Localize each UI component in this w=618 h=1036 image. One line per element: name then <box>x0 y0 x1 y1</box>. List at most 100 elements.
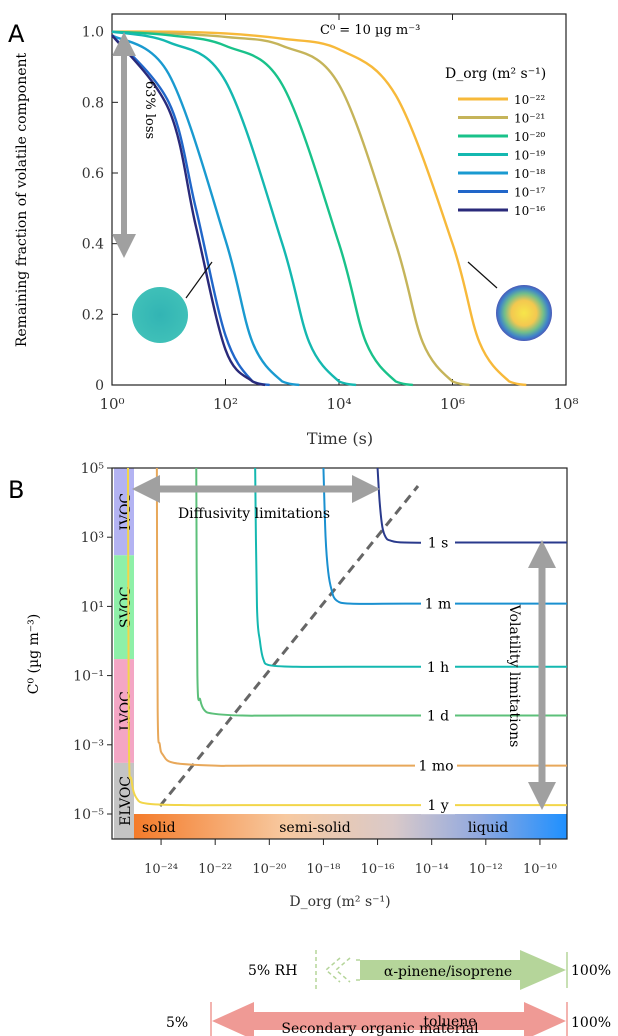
volatility-arrow: Volatility limitations <box>506 540 556 810</box>
voc-class-bars: IVOC SVOC LVOC ELVOC <box>114 468 134 839</box>
y-tick-label: 1.0 <box>82 25 104 41</box>
x-tick-label: 10⁻²⁰ <box>252 862 286 877</box>
panel-b-contours: 1 s 1 m 1 h 1 d 1 mo 1 y <box>126 467 567 815</box>
y-tick-label: 10⁵ <box>81 461 105 477</box>
y-tick-label: 0.4 <box>82 237 104 253</box>
contour-label-bg <box>415 756 457 775</box>
phase-bar: solid semi-solid liquid <box>134 814 567 839</box>
y-tick-label: 10¹ <box>81 599 104 615</box>
caption: Secondary organic material <box>281 1021 479 1036</box>
contour-line-3 <box>195 467 567 717</box>
y-tick-label: 10⁻⁵ <box>73 807 104 823</box>
panel-b-ylabel: C⁰ (µg m⁻³) <box>26 614 42 695</box>
x-tick-label: 10⁸ <box>553 395 578 413</box>
series-line-0 <box>111 30 527 387</box>
legend-label-1: 10⁻²¹ <box>514 112 545 126</box>
x-tick-label: 10⁰ <box>99 395 124 413</box>
lower-arrow-label: toluene <box>423 1014 476 1030</box>
contour-label-bg <box>421 796 455 815</box>
voc-label-lvoc: LVOC <box>118 691 134 731</box>
rh-label: 5% RH <box>248 963 297 979</box>
x-tick-label: 10⁻²² <box>198 862 232 877</box>
organic-material-arrows: 5% RH α-pinene/isoprene 100% 5% toluene … <box>166 950 611 1036</box>
contour-line-4 <box>155 467 567 767</box>
legend-label-6: 10⁻¹⁶ <box>514 204 545 218</box>
diffusivity-arrow: Diffusivity limitations <box>132 475 380 522</box>
x-tick-label: 10⁻²⁴ <box>144 862 178 877</box>
series-line-6 <box>111 34 266 387</box>
x-tick-label: 10⁻¹⁸ <box>307 862 341 877</box>
solid-particle-picture <box>467 261 552 341</box>
voc-label-svoc: SVOC <box>118 586 134 628</box>
panel-b-letter: B <box>8 476 24 504</box>
legend-label-5: 10⁻¹⁷ <box>514 186 545 200</box>
panel-b-xlabel: D_org (m² s⁻¹) <box>289 894 390 910</box>
legend-label-2: 10⁻²⁰ <box>514 130 545 144</box>
contour-label-5: 1 y <box>427 798 448 814</box>
contour-label-bg <box>421 594 455 613</box>
legend-entries: 10⁻²² 10⁻²¹ 10⁻²⁰ 10⁻¹⁹ 10⁻¹⁸ 10⁻¹⁷ 10⁻¹⁶ <box>458 93 545 218</box>
diagonal-dashed-line <box>158 485 420 807</box>
upper-arrow-label: α-pinene/isoprene <box>384 964 512 980</box>
panel-a-letter: A <box>8 20 25 48</box>
loss-arrow: 63% loss <box>112 31 157 258</box>
diffusivity-label: Diffusivity limitations <box>178 506 330 522</box>
y-tick-label: 0.6 <box>82 166 104 182</box>
x-tick-label: 10⁻¹² <box>469 862 503 877</box>
voc-label-elvoc: ELVOC <box>118 776 134 826</box>
legend-title: D_org (m² s⁻¹) <box>445 66 546 82</box>
panel-a-xlabel: Time (s) <box>307 429 373 448</box>
series-line-1 <box>111 30 470 387</box>
legend-label-4: 10⁻¹⁸ <box>514 167 545 181</box>
upper-end-label: 100% <box>571 963 611 979</box>
y-tick-label: 0.2 <box>82 307 104 323</box>
voc-label-ivoc: IVOC <box>118 493 134 531</box>
rh-dashed-arrow <box>315 950 360 990</box>
panel-a-legend: D_org (m² s⁻¹) 10⁻²² 10⁻²¹ 10⁻²⁰ 10⁻¹⁹ 10⁻¹⁸… <box>445 66 546 218</box>
panel-a: A 10⁰ 10² 10⁴ 10⁶ 10⁸ 0 0.2 0.4 0.6 0.8 1.0 C⁰ = 1… <box>8 13 579 448</box>
x-tick-label: 10⁴ <box>326 395 351 413</box>
panel-b-ticks: 10⁻²⁴ 10⁻²² 10⁻²⁰ 10⁻¹⁸ 10⁻¹⁶ 10⁻¹⁴ 10⁻¹² 10⁻¹⁰… <box>73 461 557 877</box>
panel-a-ticks: 10⁰ 10² 10⁴ 10⁶ 10⁸ 0 0.2 0.4 0.6 0.8 1.0 <box>82 14 579 413</box>
x-tick-label: 10² <box>213 395 238 413</box>
x-tick-label: 10⁻¹⁶ <box>361 862 395 877</box>
contour-label-1: 1 m <box>425 597 452 613</box>
series-line-2 <box>111 30 414 387</box>
contour-line-1 <box>322 467 567 605</box>
lower-start-label: 5% <box>166 1015 188 1031</box>
contour-line-2 <box>254 467 567 668</box>
upper-arrow-shape <box>360 950 566 990</box>
panel-b: B IVOC SVOC LVOC ELVOC solid semi-solid liq… <box>8 461 568 910</box>
contour-label-bg <box>421 533 455 552</box>
contour-label-bg <box>421 657 455 676</box>
contour-label-2: 1 h <box>427 660 449 676</box>
voc-bar-elvoc <box>114 762 134 839</box>
series-line-4 <box>111 34 300 387</box>
y-tick-label: 10⁻³ <box>73 738 104 754</box>
legend-label-3: 10⁻¹⁹ <box>514 149 545 163</box>
panel-a-annotation: C⁰ = 10 µg m⁻³ <box>320 23 420 38</box>
series-line-5 <box>111 34 270 387</box>
phase-label-solid: solid <box>142 820 176 836</box>
contour-label-bg <box>421 706 455 725</box>
loss-label: 63% loss <box>142 81 157 139</box>
y-tick-label: 10⁻¹ <box>73 669 104 685</box>
legend-label-0: 10⁻²² <box>514 93 545 107</box>
series-line-3 <box>111 30 357 387</box>
panel-a-ylabel: Remaining fraction of volatile component <box>14 52 30 347</box>
y-tick-label: 10³ <box>81 530 104 546</box>
contour-label-4: 1 mo <box>418 759 453 775</box>
contour-line-0 <box>376 467 567 544</box>
phase-label-liquid: liquid <box>468 820 508 836</box>
panel-b-frame <box>111 467 568 840</box>
contour-label-0: 1 s <box>428 536 449 552</box>
x-tick-label: 10⁻¹⁴ <box>415 862 449 877</box>
y-tick-label: 0.8 <box>82 95 104 111</box>
contour-label-3: 1 d <box>427 709 449 725</box>
phase-label-semi-solid: semi-solid <box>279 820 351 836</box>
y-tick-label: 0 <box>95 378 104 394</box>
liquid-particle-picture <box>132 261 213 343</box>
volatility-label: Volatility limitations <box>506 604 522 748</box>
lower-arrow-shape <box>212 1002 566 1036</box>
